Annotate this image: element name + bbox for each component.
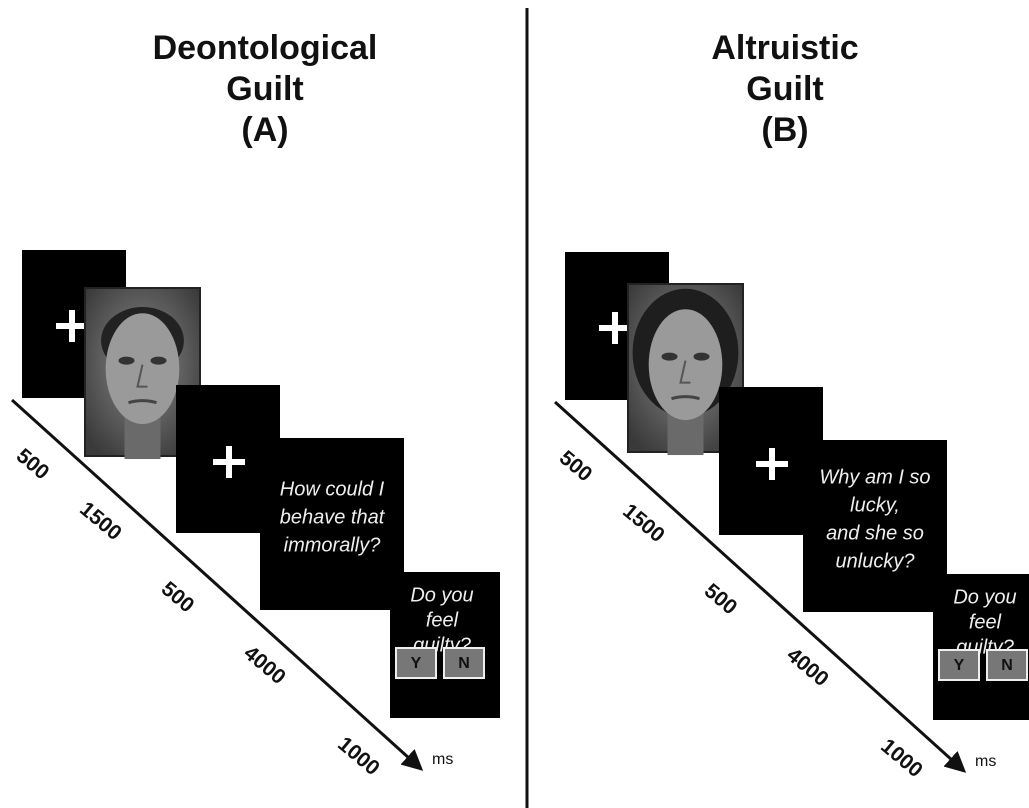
duration-label: 500: [157, 577, 199, 617]
duration-label: 1000: [333, 732, 384, 780]
question-screen: [260, 438, 404, 610]
panel-title: Deontological: [153, 29, 378, 67]
question-text: Why am I so: [819, 466, 930, 488]
cross: [226, 446, 232, 478]
eye: [693, 352, 710, 361]
response-button: [938, 649, 980, 681]
response-screen: [933, 574, 1029, 720]
cross: [612, 312, 618, 344]
question-text: immorally?: [284, 534, 382, 556]
response-button: [443, 647, 485, 679]
question-text: How could I: [280, 478, 385, 500]
eye: [661, 352, 678, 361]
response-screen: [390, 572, 500, 718]
nose: [136, 364, 148, 388]
duration-label: 500: [555, 446, 597, 486]
time-unit: ms: [975, 753, 996, 770]
timeline-arrow: [553, 400, 967, 773]
question-text: behave that: [280, 506, 386, 528]
response-button: [986, 649, 1028, 681]
response-prompt: feel: [969, 611, 1002, 633]
mouth: [128, 399, 157, 405]
duration-label: 1500: [618, 499, 669, 547]
response-option: Y: [954, 657, 965, 674]
timeline-arrow: [10, 398, 424, 771]
nose: [679, 360, 691, 384]
panel-title: (B): [761, 111, 808, 149]
response-prompt: Do you: [410, 584, 473, 606]
cross: [769, 448, 775, 480]
eye: [118, 356, 135, 365]
cross: [69, 310, 75, 342]
response-button: [395, 647, 437, 679]
duration-label: 500: [700, 579, 742, 619]
duration-label: 4000: [239, 641, 290, 689]
time-unit: ms: [432, 751, 453, 768]
duration-label: 4000: [782, 643, 833, 691]
panel-title: Guilt: [226, 70, 303, 108]
question-text: lucky,: [850, 494, 900, 516]
duration-label: 1500: [75, 497, 126, 545]
response-option: N: [458, 655, 470, 672]
response-option: N: [1001, 657, 1013, 674]
response-prompt: feel: [426, 609, 459, 631]
eye: [150, 356, 167, 365]
panel-title: (A): [241, 111, 288, 149]
duration-label: 1000: [876, 734, 927, 782]
question-text: unlucky?: [836, 550, 916, 572]
duration-label: 500: [12, 444, 54, 484]
question-text: and she so: [826, 522, 924, 544]
panel-title: Guilt: [746, 70, 823, 108]
panel-title: Altruistic: [711, 29, 858, 67]
response-prompt: Do you: [953, 586, 1016, 608]
mouth: [671, 395, 700, 401]
question-screen: [803, 440, 947, 612]
response-option: Y: [411, 655, 422, 672]
